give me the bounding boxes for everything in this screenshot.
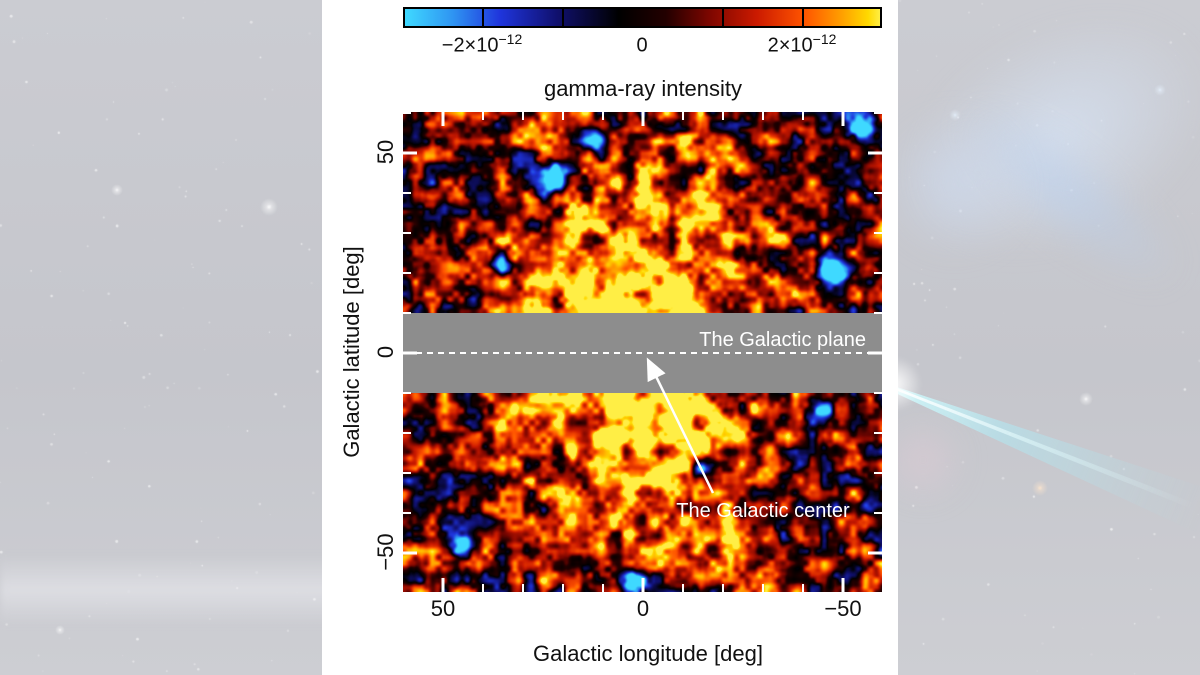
colorbar-tick-mark (562, 9, 564, 26)
x-tick-label-neg50: −50 (824, 596, 862, 621)
y-tick-label-neg50: −50 (373, 533, 398, 571)
colorbar-tick-label-pos: 2×10−12 (768, 31, 837, 58)
galactic-center-label: The Galactic center (676, 500, 850, 522)
heatmap-plot: The Galactic plane The Galactic center (403, 112, 882, 592)
colorbar (403, 7, 882, 28)
colorbar-title: gamma-ray intensity (543, 76, 743, 101)
x-tick-label-50: 50 (430, 596, 456, 621)
colorbar-tick-mark (722, 9, 724, 26)
galactic-plane-label: The Galactic plane (699, 329, 866, 351)
colorbar-tick-mantissa: 2×10 (767, 34, 813, 57)
axis-tick-marks (403, 112, 882, 592)
colorbar-tick-label-neg: −2×10−12 (442, 31, 522, 58)
galactic-center-arrow (646, 357, 715, 494)
nebula-glow-small (880, 110, 1030, 260)
x-axis-label: Galactic longitude [deg] (533, 641, 763, 666)
colorbar-tick-exponent: −12 (812, 31, 837, 47)
y-axis-label: Galactic latitude [deg] (339, 246, 364, 458)
faint-light-band (0, 555, 340, 625)
colorbar-tick-label-zero: 0 (636, 31, 647, 58)
y-tick-label-50: 50 (373, 139, 398, 165)
x-tick-label-0: 0 (636, 596, 650, 621)
colorbar-tick-exponent: −12 (498, 31, 523, 47)
y-tick-label-0: 0 (373, 345, 398, 359)
colorbar-tick-mantissa: −2×10 (441, 34, 499, 57)
colorbar-tick-mark (802, 9, 804, 26)
plot-overlay (403, 112, 882, 592)
colorbar-tick-mark (482, 9, 484, 26)
colorbar-tick-mantissa: 0 (636, 34, 648, 57)
